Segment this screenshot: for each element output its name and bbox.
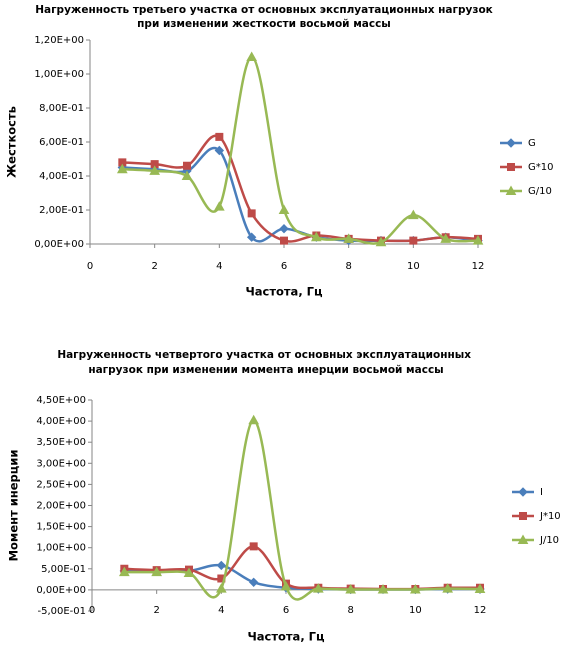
- series-line: [124, 419, 481, 601]
- marker: [409, 236, 418, 245]
- y-tick-label: 1,00E+00: [34, 69, 84, 80]
- marker: [215, 132, 224, 141]
- y-tick-label: 0,00E+00: [36, 585, 86, 596]
- marker: [505, 185, 517, 195]
- marker: [375, 236, 387, 247]
- marker: [440, 233, 452, 243]
- marker: [149, 165, 161, 175]
- marker: [507, 163, 515, 171]
- marker: [183, 161, 191, 170]
- y-tick-label: 5,00E-01: [41, 564, 86, 575]
- y-tick-label: 4,00E+00: [36, 416, 86, 427]
- marker: [518, 487, 528, 497]
- legend-label: J*10: [539, 511, 561, 522]
- marker: [472, 235, 484, 245]
- marker: [442, 583, 454, 593]
- marker: [249, 542, 258, 551]
- y-tick-label: 8,00E-01: [39, 103, 84, 114]
- x-tick-label: 8: [345, 261, 351, 272]
- marker: [247, 209, 256, 218]
- x-axis-label: Частота, Гц: [247, 630, 325, 644]
- marker: [279, 223, 289, 234]
- series-line: [122, 134, 479, 243]
- y-tick-label: 1,20E+00: [34, 35, 84, 46]
- y-tick-label: 6,00E-01: [39, 137, 84, 148]
- y-tick-label: 2,00E-01: [39, 205, 84, 216]
- marker: [246, 232, 257, 242]
- marker: [183, 567, 195, 578]
- legend-label: G/10: [528, 186, 552, 197]
- y-tick-label: 2,00E+00: [36, 501, 86, 512]
- y-tick-label: 0,00E+00: [34, 239, 84, 250]
- series-line: [122, 146, 479, 243]
- x-tick-label: 2: [153, 605, 159, 616]
- marker: [151, 566, 163, 577]
- marker: [214, 145, 225, 156]
- marker: [246, 51, 258, 61]
- marker: [280, 236, 288, 245]
- y-tick-label: 4,00E-01: [39, 171, 84, 182]
- x-tick-label: 10: [409, 605, 422, 616]
- legend-label: G: [528, 138, 536, 149]
- x-tick-label: 0: [89, 605, 95, 616]
- legend-label: J/10: [539, 535, 559, 546]
- marker: [377, 583, 389, 594]
- marker: [407, 209, 419, 220]
- y-tick-label: 4,50E+00: [36, 395, 86, 406]
- marker: [409, 583, 421, 594]
- marker: [215, 583, 227, 593]
- x-tick-label: 10: [407, 261, 420, 272]
- marker: [506, 138, 516, 148]
- marker: [248, 414, 260, 425]
- series-line: [124, 545, 481, 591]
- marker: [118, 158, 127, 167]
- chart-title: Нагруженность четвертого участка от осно…: [57, 349, 474, 376]
- marker: [150, 160, 159, 169]
- marker: [519, 512, 527, 520]
- x-tick-label: 6: [283, 605, 289, 616]
- marker: [118, 566, 130, 577]
- y-tick-label: 2,50E+00: [36, 479, 86, 490]
- marker: [181, 170, 193, 180]
- y-tick-label: 3,50E+00: [36, 437, 86, 448]
- y-axis-label: Жесткость: [5, 106, 19, 178]
- marker: [213, 201, 225, 211]
- marker: [312, 583, 324, 593]
- marker: [343, 233, 355, 243]
- x-tick-label: 12: [472, 261, 485, 272]
- x-tick-label: 6: [281, 261, 287, 272]
- x-tick-label: 2: [151, 261, 157, 272]
- y-tick-label: 1,50E+00: [36, 522, 86, 533]
- chart-title: Нагруженность третьего участка от основн…: [35, 4, 493, 30]
- y-tick-label: 3,00E+00: [36, 458, 86, 469]
- marker: [278, 204, 290, 214]
- marker: [345, 583, 357, 594]
- legend-label: G*10: [528, 162, 553, 173]
- y-tick-label: 1,00E+00: [36, 543, 86, 554]
- x-axis-label: Частота, Гц: [245, 285, 323, 299]
- marker: [474, 583, 486, 594]
- marker: [517, 534, 529, 544]
- legend-label: I: [540, 487, 543, 498]
- marker: [216, 560, 227, 571]
- marker: [310, 231, 322, 242]
- x-tick-label: 4: [216, 261, 222, 272]
- marker: [116, 163, 128, 174]
- series-line: [122, 55, 479, 245]
- x-tick-label: 4: [218, 605, 224, 616]
- x-tick-label: 12: [474, 605, 487, 616]
- y-axis-label: Момент инерции: [7, 450, 21, 562]
- y-tick-label: -5,00E-01: [37, 606, 86, 617]
- x-tick-label: 8: [347, 605, 353, 616]
- marker: [248, 577, 259, 588]
- marker: [280, 581, 292, 591]
- x-tick-label: 0: [87, 261, 93, 272]
